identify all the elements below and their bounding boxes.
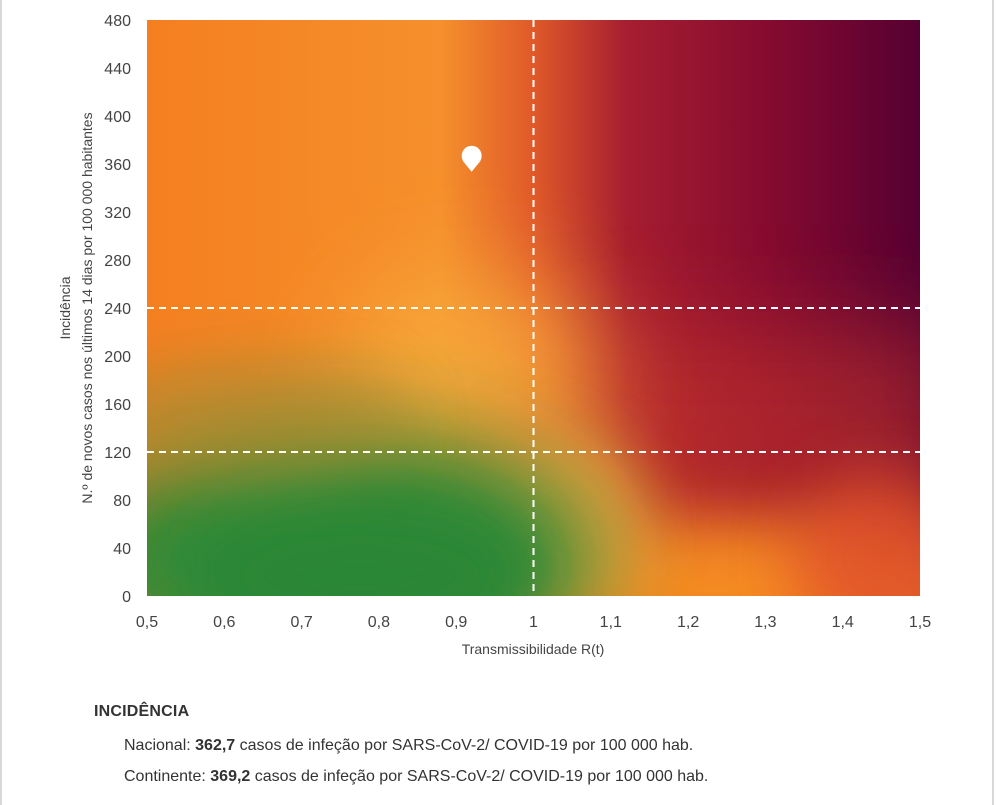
x-tick-label: 1,2 xyxy=(677,614,699,631)
data-points xyxy=(461,145,482,172)
y-tick-label: 320 xyxy=(104,205,131,222)
x-tick-label: 0,8 xyxy=(368,614,390,631)
incidence-mainland-suffix: casos de infeção por SARS-CoV-2/ COVID-1… xyxy=(250,768,709,785)
incidence-national-prefix: Nacional: xyxy=(124,737,196,754)
y-tick-label: 360 xyxy=(104,157,131,174)
y-tick-label: 280 xyxy=(104,253,131,270)
incidence-heading: INCIDÊNCIA xyxy=(94,703,190,720)
y-tick-label: 240 xyxy=(104,301,131,318)
heatmap-background xyxy=(147,20,920,596)
y-tick-label: 200 xyxy=(104,349,131,366)
y-axis-title-line-1: Incidência xyxy=(57,276,73,339)
x-tick-label: 1,1 xyxy=(600,614,622,631)
y-tick-label: 480 xyxy=(104,13,131,30)
y-tick-label: 40 xyxy=(113,541,131,558)
incidence-mainland: Continente: 369,2 casos de infeção por S… xyxy=(124,768,708,786)
x-tick-label: 0,7 xyxy=(290,614,312,631)
x-tick-label: 1,3 xyxy=(754,614,776,631)
page-border-right xyxy=(992,0,994,805)
y-axis-ticks: 0 40 80 120 160 200 240 280 320 360 400 440 480 xyxy=(104,13,131,606)
y-tick-label: 400 xyxy=(104,109,131,126)
data-point-marker xyxy=(461,145,482,172)
incidence-national-suffix: casos de infeção por SARS-CoV-2/ COVID-1… xyxy=(235,737,694,754)
y-tick-label: 80 xyxy=(113,493,131,510)
risk-matrix-chart: 0,5 0,6 0,7 0,8 0,9 1 1,1 1,2 1,3 1,4 1,5 0 40 80 120… xyxy=(57,13,931,657)
x-tick-label: 0,9 xyxy=(445,614,467,631)
x-axis-title: Transmissibilidade R(t) xyxy=(462,641,605,657)
y-tick-label: 120 xyxy=(104,445,131,462)
incidence-national-value: 362,7 xyxy=(195,737,236,754)
threshold-lines xyxy=(147,20,920,596)
page-border-left xyxy=(0,0,2,805)
x-tick-label: 1 xyxy=(529,614,538,631)
x-tick-label: 1,4 xyxy=(832,614,854,631)
x-axis-ticks: 0,5 0,6 0,7 0,8 0,9 1 1,1 1,2 1,3 1,4 1,5 xyxy=(136,614,931,631)
y-tick-label: 0 xyxy=(122,589,131,606)
x-tick-label: 0,5 xyxy=(136,614,158,631)
y-tick-label: 440 xyxy=(104,61,131,78)
x-tick-label: 0,6 xyxy=(213,614,235,631)
incidence-mainland-prefix: Continente: xyxy=(124,768,211,785)
y-tick-label: 160 xyxy=(104,397,131,414)
x-tick-label: 1,5 xyxy=(909,614,931,631)
incidence-mainland-value: 369,2 xyxy=(210,768,251,785)
y-axis-title-line-2: N.º de novos casos nos últimos 14 dias p… xyxy=(79,112,95,503)
incidence-national: Nacional: 362,7 casos de infeção por SAR… xyxy=(124,737,693,755)
